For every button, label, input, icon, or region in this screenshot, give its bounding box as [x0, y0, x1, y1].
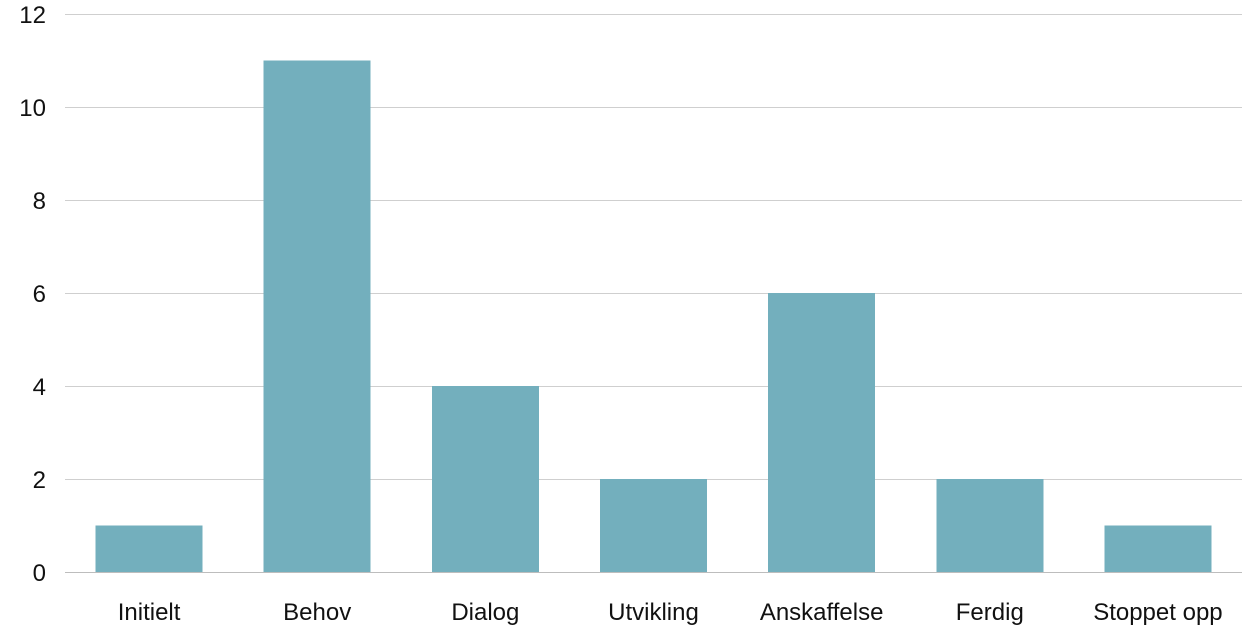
x-tick-label: Initielt — [118, 599, 181, 625]
y-tick-label: 12 — [19, 2, 46, 29]
bar — [431, 386, 539, 572]
bars — [95, 60, 1212, 572]
bar — [936, 479, 1044, 572]
y-tick-label: 0 — [33, 560, 46, 587]
x-axis-tick-labels: Initielt Behov Dialog Utvikling Anskaffelse F… — [118, 599, 1223, 625]
y-tick-label: 6 — [33, 281, 46, 308]
bar — [263, 60, 371, 572]
grid-lines — [65, 14, 1242, 480]
x-tick-label: Ferdig — [956, 599, 1024, 625]
y-axis-tick-labels: 0 2 4 6 8 10 12 — [19, 2, 46, 587]
x-tick-label: Utvikling — [608, 599, 699, 625]
bar — [1104, 525, 1212, 572]
y-tick-label: 10 — [19, 95, 46, 122]
bar — [95, 525, 203, 572]
bar — [768, 293, 876, 572]
y-tick-label: 4 — [33, 374, 46, 401]
bar — [600, 479, 707, 572]
x-tick-label: Dialog — [451, 599, 519, 625]
y-tick-label: 8 — [33, 188, 46, 215]
y-tick-label: 2 — [33, 467, 46, 494]
x-tick-label: Anskaffelse — [760, 599, 884, 625]
x-tick-label: Behov — [283, 599, 351, 625]
x-tick-label: Stoppet opp — [1093, 599, 1222, 625]
